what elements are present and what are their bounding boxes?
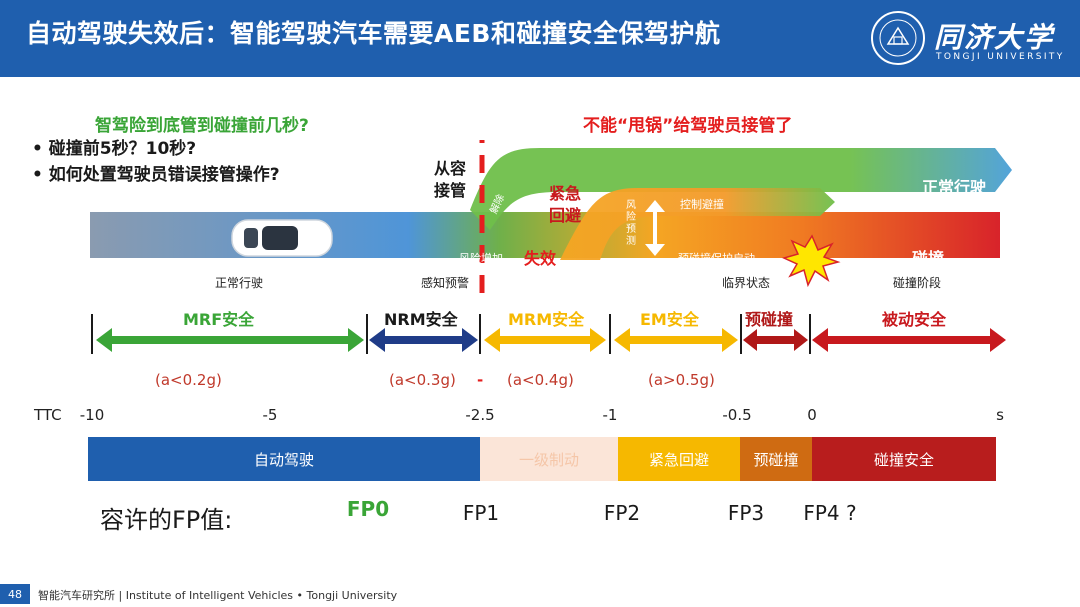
footer-text: 智能汽车研究所 | Institute of Intelligent Vehic… [38,589,398,602]
fp-value: FP3 [727,501,765,525]
flow-pre-collision: 预碰撞保护启动 [678,252,755,265]
crash-burst-icon [781,234,841,288]
bar-segment-emergency: 紧急回避 [618,437,740,481]
fp-value: FP0 [346,497,390,521]
fp-value: FP4 ? [803,501,857,525]
bar-segment-label: 一级制动 [518,450,579,469]
flow-risk-predict: 风险预测 [626,200,636,247]
driving-flow-diagram [90,140,1012,300]
pre-collision-arrow [740,314,808,354]
accel-limit: (a<0.2g) [155,371,222,389]
university-seal-icon [871,11,925,65]
em-arrow [609,314,738,354]
bar-segment-collision-safety: 碰撞安全 [812,437,996,481]
safety-level-arrows [91,314,1006,354]
stage-label: 碰撞阶段 [893,276,942,290]
safety-label-nrm: NRM安全 [384,310,458,329]
flow-failure: 失效 [524,249,557,268]
flow-success-avoid: 成功避撞 [850,198,894,211]
bar-segment-label: 自动驾驶 [253,450,314,469]
ttc-tick: s [996,406,1004,424]
accel-limit: (a>0.5g) [648,371,715,389]
ttc-tick: -10 [79,406,105,424]
question-item-text: 如何处置驾驶员错误接管操作? [48,165,280,185]
accel-dash: - [477,371,484,389]
university-logo: 同济大学 TONGJI UNIVERSITY [870,10,1070,70]
passive-arrow [809,314,1006,354]
bar-segment-first-brake: 一级制动 [480,437,618,481]
takeover-label: 从容接管 [433,159,466,200]
flow-normal-driving: 正常行驶 [922,178,987,197]
safety-label-pre-collision: 预碰撞 [745,310,794,329]
question-item: • 碰撞前5秒？10秒? [32,139,197,159]
university-name-cn: 同济大学 [934,21,1055,54]
nrm-arrow [366,314,478,354]
question-item-text: 碰撞前5秒？10秒? [48,139,197,159]
flow-risk-increase: 风险增加 [459,252,503,265]
bar-segment-label: 预碰撞 [753,450,799,469]
question-title: 智驾险到底管到碰撞前几秒? [95,116,309,136]
safety-label-mrm: MRM安全 [508,310,585,329]
warning-note: 不能“甩锅”给驾驶员接管了 [583,116,793,136]
slide-header: 自动驾驶失效后：智能驾驶汽车需要AEB和碰撞安全保驾护航 同济大学 TONGJI… [0,0,1080,77]
mrm-arrow [479,314,606,354]
ttc-label: TTC [34,406,62,424]
stage-label: 正常行驶 [215,276,264,290]
ttc-tick: -1 [602,406,618,424]
bar-segment-autopilot: 自动驾驶 [88,437,480,481]
risk-double-arrow [645,200,665,256]
slide-title: 自动驾驶失效后：智能驾驶汽车需要AEB和碰撞安全保驾护航 [26,19,721,48]
bar-segment-pre-collision: 预碰撞 [740,437,812,481]
mrf-arrow [91,314,364,354]
stage-label: 感知预警 [421,276,470,290]
car-icon [231,219,333,257]
stage-label: 临界状态 [722,276,771,290]
safety-label-passive: 被动安全 [882,310,947,329]
ttc-tick: -0.5 [722,406,752,424]
flow-emergency: 紧急回避 [549,184,582,225]
ttc-tick: -2.5 [465,406,495,424]
accel-limit: (a<0.3g) [389,371,456,389]
middle-path-arrow [560,188,835,260]
safety-label-mrf: MRF安全 [183,310,255,329]
safety-label-em: EM安全 [640,310,699,329]
ttc-tick: -5 [262,406,278,424]
flow-control-avoid: 控制避撞 [680,198,724,211]
bar-segment-label: 碰撞安全 [873,450,934,469]
university-name-en: TONGJI UNIVERSITY [936,52,1065,62]
bar-segment-label: 紧急回避 [648,450,709,469]
fp-label: 容许的FP值: [100,506,233,534]
accel-limit: (a<0.4g) [507,371,574,389]
page-number: 48 [0,584,30,604]
flow-collision: 碰撞 [912,249,945,268]
fp-value: FP1 [462,501,500,525]
ttc-tick: 0 [807,406,817,424]
fp-value: FP2 [603,501,641,525]
question-item: • 如何处置驾驶员错误接管操作? [32,165,280,185]
